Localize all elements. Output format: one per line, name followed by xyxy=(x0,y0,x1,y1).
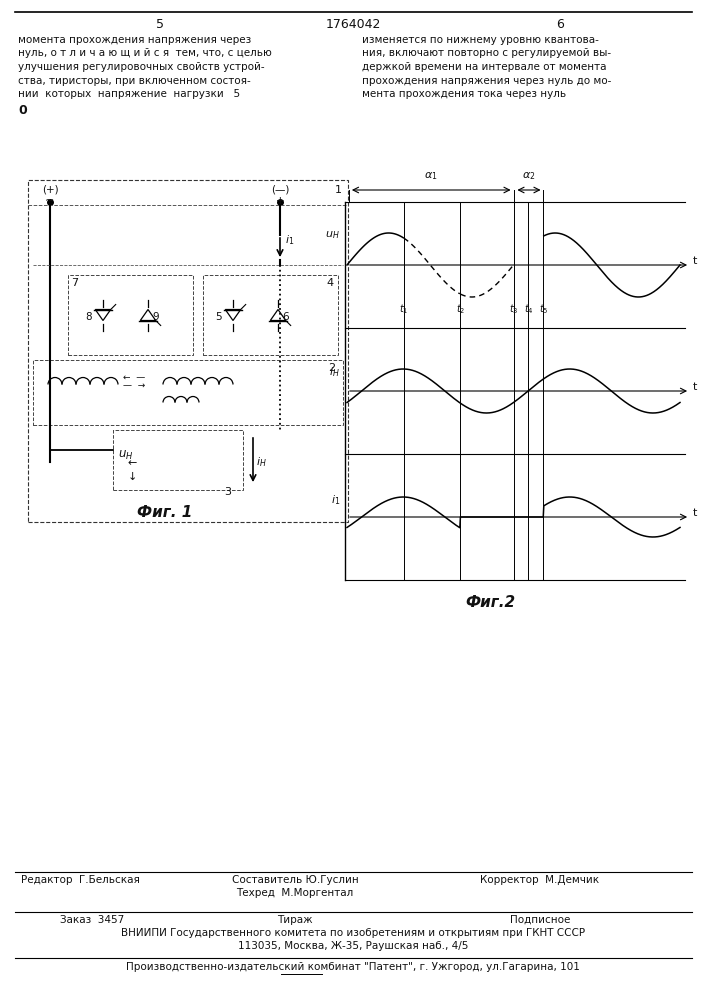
Text: 8: 8 xyxy=(86,312,93,322)
Text: t: t xyxy=(693,508,697,518)
Text: 0: 0 xyxy=(18,104,27,117)
Text: t: t xyxy=(693,382,697,392)
Text: 6: 6 xyxy=(283,312,289,322)
Text: $i_1$: $i_1$ xyxy=(285,233,294,247)
Text: Фиг. 1: Фиг. 1 xyxy=(137,505,193,520)
Text: Составитель Ю.Гуслин: Составитель Ю.Гуслин xyxy=(232,875,358,885)
Text: $u_H$: $u_H$ xyxy=(325,229,340,241)
Text: ←  —: ← — xyxy=(123,372,145,381)
Text: $u_H$: $u_H$ xyxy=(118,448,134,462)
Text: (—): (—) xyxy=(271,184,289,194)
Text: Фиг.2: Фиг.2 xyxy=(465,595,515,610)
Text: мента прохождения тока через нуль: мента прохождения тока через нуль xyxy=(362,89,566,99)
Text: ~: ~ xyxy=(45,196,54,206)
Text: нии  которых  напряжение  нагрузки   5: нии которых напряжение нагрузки 5 xyxy=(18,89,240,99)
Text: 6: 6 xyxy=(556,18,564,31)
Text: ства, тиристоры, при включенном состоя-: ства, тиристоры, при включенном состоя- xyxy=(18,76,251,86)
Text: 2: 2 xyxy=(328,363,335,373)
Text: нуль, о т л и ч а ю щ и й с я  тем, что, с целью: нуль, о т л и ч а ю щ и й с я тем, что, … xyxy=(18,48,271,58)
Text: $\alpha_2$: $\alpha_2$ xyxy=(522,170,535,182)
Text: улучшения регулировочных свойств устрой-: улучшения регулировочных свойств устрой- xyxy=(18,62,264,72)
Text: $t_1$: $t_1$ xyxy=(399,302,409,316)
Text: $i_1$: $i_1$ xyxy=(331,493,340,507)
Text: 7: 7 xyxy=(71,278,78,288)
Text: Заказ  3457: Заказ 3457 xyxy=(60,915,124,925)
Text: Редактор  Г.Бельская: Редактор Г.Бельская xyxy=(21,875,139,885)
Bar xyxy=(203,275,338,355)
Text: +: + xyxy=(276,196,284,206)
Text: держкой времени на интервале от момента: держкой времени на интервале от момента xyxy=(362,62,607,72)
Text: (+): (+) xyxy=(42,184,58,194)
Text: $\alpha_1$: $\alpha_1$ xyxy=(424,170,438,182)
Text: $t_5$: $t_5$ xyxy=(539,302,548,316)
Text: момента прохождения напряжения через: момента прохождения напряжения через xyxy=(18,35,251,45)
Text: ВНИИПИ Государственного комитета по изобретениям и открытиям при ГКНТ СССР: ВНИИПИ Государственного комитета по изоб… xyxy=(121,928,585,938)
Text: изменяется по нижнему уровню квантова-: изменяется по нижнему уровню квантова- xyxy=(362,35,599,45)
Text: $t_4$: $t_4$ xyxy=(524,302,533,316)
Text: 113035, Москва, Ж-35, Раушская наб., 4/5: 113035, Москва, Ж-35, Раушская наб., 4/5 xyxy=(238,941,468,951)
Text: Подписное: Подписное xyxy=(510,915,570,925)
Text: 1: 1 xyxy=(334,185,341,195)
Text: 5: 5 xyxy=(216,312,222,322)
Text: ←: ← xyxy=(128,458,137,468)
Text: Корректор  М.Демчик: Корректор М.Демчик xyxy=(481,875,600,885)
Bar xyxy=(113,430,243,490)
Text: 5: 5 xyxy=(156,18,164,31)
Text: 9: 9 xyxy=(153,312,159,322)
Text: прохождения напряжения через нуль до мо-: прохождения напряжения через нуль до мо- xyxy=(362,76,612,86)
Text: Техред  М.Моргентал: Техред М.Моргентал xyxy=(236,888,354,898)
Text: ния, включают повторно с регулируемой вы-: ния, включают повторно с регулируемой вы… xyxy=(362,48,611,58)
Text: Тираж: Тираж xyxy=(277,915,312,925)
Text: Производственно-издательский комбинат "Патент", г. Ужгород, ул.Гагарина, 101: Производственно-издательский комбинат "П… xyxy=(126,962,580,972)
Text: ↓: ↓ xyxy=(128,472,137,482)
Text: 1764042: 1764042 xyxy=(325,18,380,31)
Text: $i_H$: $i_H$ xyxy=(256,455,267,469)
Text: $t_3$: $t_3$ xyxy=(509,302,518,316)
Text: t: t xyxy=(693,256,697,266)
Text: $t_2$: $t_2$ xyxy=(455,302,465,316)
Bar xyxy=(28,180,348,522)
Bar xyxy=(68,275,193,355)
Text: 4: 4 xyxy=(326,278,333,288)
Text: —  →: — → xyxy=(123,380,145,389)
Text: $i_H$: $i_H$ xyxy=(329,365,340,379)
Bar xyxy=(33,360,343,425)
Text: 3: 3 xyxy=(225,487,231,497)
